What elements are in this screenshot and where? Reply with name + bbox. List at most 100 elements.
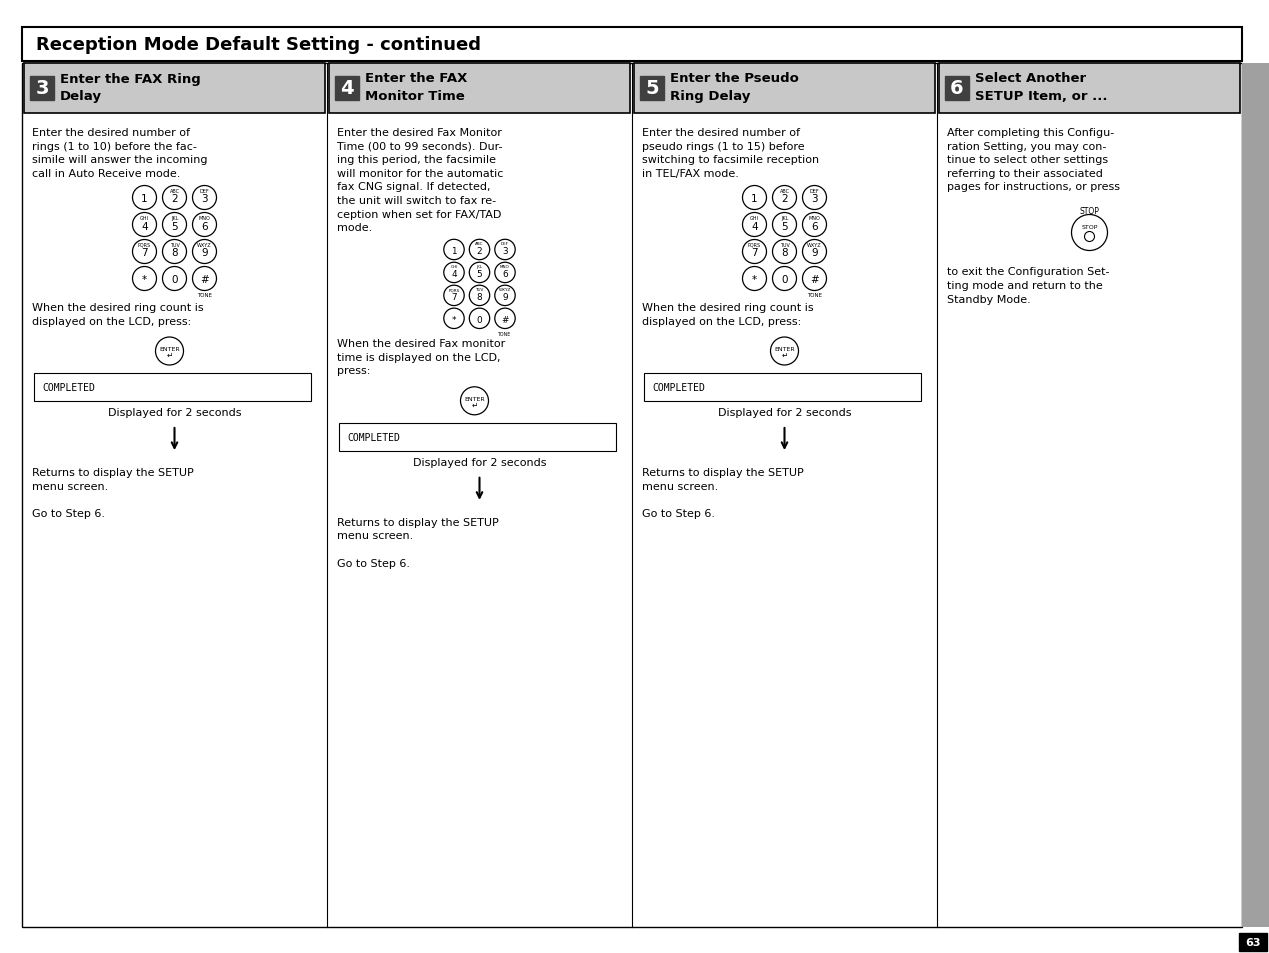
Text: ↵: ↵	[782, 350, 788, 359]
Circle shape	[802, 213, 826, 237]
Text: 3: 3	[811, 194, 817, 204]
Circle shape	[470, 240, 490, 260]
Bar	[329, 64, 629, 113]
Circle shape	[773, 267, 797, 292]
Text: 3: 3	[202, 194, 208, 204]
Text: 6: 6	[202, 221, 208, 232]
Bar	[634, 64, 935, 113]
Circle shape	[444, 240, 464, 260]
Circle shape	[193, 240, 217, 264]
Bar	[34, 374, 311, 401]
Text: TONE: TONE	[499, 332, 511, 336]
Text: WXYZ: WXYZ	[499, 288, 511, 292]
Text: WXYZ: WXYZ	[807, 243, 822, 248]
Text: 3: 3	[36, 79, 48, 98]
Text: Enter the FAX Ring: Enter the FAX Ring	[60, 72, 201, 86]
Text: 4: 4	[340, 79, 354, 98]
Text: GHI: GHI	[450, 265, 458, 269]
Text: SETUP Item, or ...: SETUP Item, or ...	[975, 90, 1108, 103]
Circle shape	[444, 263, 464, 283]
Circle shape	[495, 286, 515, 306]
Circle shape	[470, 309, 490, 329]
Circle shape	[132, 186, 156, 211]
Text: WXYZ: WXYZ	[197, 243, 212, 248]
Bar	[643, 374, 921, 401]
Text: Monitor Time: Monitor Time	[365, 90, 464, 103]
Text: JKL: JKL	[476, 265, 482, 269]
Text: 1: 1	[751, 194, 758, 204]
Text: Enter the desired number of
pseudo rings (1 to 15) before
switching to facsimile: Enter the desired number of pseudo rings…	[642, 128, 819, 178]
Text: #: #	[810, 275, 819, 285]
Circle shape	[444, 309, 464, 329]
Text: 5: 5	[782, 221, 788, 232]
Text: JKL: JKL	[780, 215, 788, 220]
Text: After completing this Configu-
ration Setting, you may con-
tinue to select othe: After completing this Configu- ration Se…	[947, 128, 1121, 193]
Text: 4: 4	[751, 221, 758, 232]
Bar	[335, 77, 359, 101]
Text: Returns to display the SETUP
menu screen.

Go to Step 6.: Returns to display the SETUP menu screen…	[32, 468, 194, 518]
Circle shape	[495, 240, 515, 260]
Text: 7: 7	[141, 248, 147, 258]
Text: 6: 6	[811, 221, 817, 232]
Text: When the desired ring count is
displayed on the LCD, press:: When the desired ring count is displayed…	[642, 303, 813, 326]
Text: DEF: DEF	[810, 189, 820, 193]
Text: When the desired ring count is
displayed on the LCD, press:: When the desired ring count is displayed…	[32, 303, 203, 326]
Text: ABC: ABC	[170, 189, 179, 193]
Circle shape	[162, 240, 187, 264]
Text: ↵: ↵	[471, 400, 477, 409]
Text: #: #	[501, 315, 509, 324]
Text: *: *	[142, 275, 147, 285]
Circle shape	[156, 337, 184, 366]
Circle shape	[773, 186, 797, 211]
Text: 7: 7	[751, 248, 758, 258]
Text: 8: 8	[782, 248, 788, 258]
Circle shape	[162, 186, 187, 211]
Text: 5: 5	[477, 270, 482, 278]
Circle shape	[495, 309, 515, 329]
Bar	[339, 423, 615, 452]
Bar	[1242, 64, 1269, 927]
Text: 1: 1	[452, 247, 457, 255]
Text: MNO: MNO	[808, 215, 820, 220]
Text: Displayed for 2 seconds: Displayed for 2 seconds	[108, 408, 241, 417]
Text: DEF: DEF	[199, 189, 209, 193]
Text: to exit the Configuration Set-
ting mode and return to the
Standby Mode.: to exit the Configuration Set- ting mode…	[947, 267, 1109, 304]
Text: 4: 4	[141, 221, 147, 232]
Text: PQRS: PQRS	[747, 243, 761, 248]
Circle shape	[1085, 233, 1094, 242]
Text: Displayed for 2 seconds: Displayed for 2 seconds	[412, 457, 546, 467]
Bar	[30, 77, 55, 101]
Text: PQRS: PQRS	[448, 288, 459, 292]
Circle shape	[770, 337, 798, 366]
Text: ENTER: ENTER	[774, 347, 794, 352]
Text: Delay: Delay	[60, 90, 102, 103]
Circle shape	[461, 387, 489, 416]
Text: 0: 0	[477, 315, 482, 324]
Text: ↵: ↵	[166, 350, 173, 359]
Text: 0: 0	[171, 275, 178, 285]
Circle shape	[132, 213, 156, 237]
Circle shape	[470, 286, 490, 306]
Bar	[640, 77, 664, 101]
Circle shape	[162, 213, 187, 237]
Text: GHI: GHI	[140, 215, 148, 220]
Text: STOP: STOP	[1080, 208, 1099, 216]
Text: Enter the desired number of
rings (1 to 10) before the fac-
simile will answer t: Enter the desired number of rings (1 to …	[32, 128, 208, 178]
Circle shape	[470, 263, 490, 283]
Text: 63: 63	[1245, 937, 1260, 947]
Text: DEF: DEF	[501, 242, 509, 246]
Text: MNO: MNO	[199, 215, 211, 220]
Text: TUV: TUV	[779, 243, 789, 248]
Text: 0: 0	[782, 275, 788, 285]
Text: #: #	[201, 275, 209, 285]
Text: 8: 8	[477, 293, 482, 301]
Bar	[24, 64, 325, 113]
Text: *: *	[753, 275, 758, 285]
Circle shape	[495, 263, 515, 283]
Text: Returns to display the SETUP
menu screen.

Go to Step 6.: Returns to display the SETUP menu screen…	[642, 468, 803, 518]
Text: 8: 8	[171, 248, 178, 258]
Circle shape	[773, 240, 797, 264]
Text: PQRS: PQRS	[138, 243, 151, 248]
Text: 6: 6	[503, 270, 508, 278]
Text: TUV: TUV	[170, 243, 179, 248]
